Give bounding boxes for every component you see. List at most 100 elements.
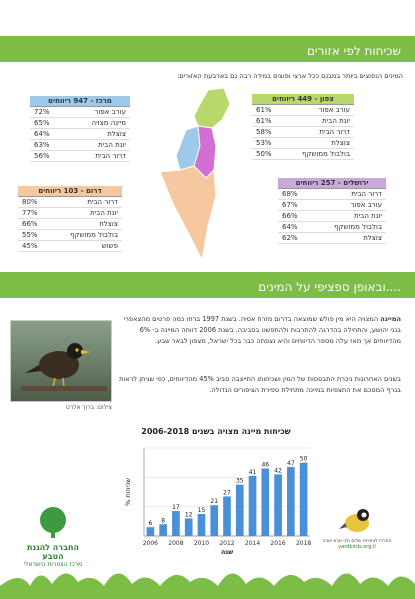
photo-credit: צילום: ברוך אלרט xyxy=(65,404,112,411)
region-species-name: מיינה מצויה xyxy=(65,117,130,129)
region-species-name: בולבול ממושקף xyxy=(48,229,122,241)
region-table-row: 66% יונת הבית xyxy=(278,210,386,222)
region-species-name: צוצלת xyxy=(282,137,354,149)
grass-footer-decoration xyxy=(0,573,415,599)
region-table-row: 80% דרור הבית xyxy=(18,196,122,208)
region-table-row: 55% בולבול ממושקף xyxy=(18,229,122,241)
region-species-pct: 45% xyxy=(18,240,49,252)
region-table-header: צפון - 449 ריווחים xyxy=(252,94,354,105)
chart-bar xyxy=(223,496,231,536)
region-species-pct: 62% xyxy=(278,232,310,244)
region-table-row: 67% עורב אפור xyxy=(278,199,386,211)
yardbirds-logo: המרכז לצפרות שלום ולגי סבא יטבה yardbird… xyxy=(317,505,397,550)
region-species-name: דרור הבית xyxy=(48,196,122,208)
tree-logo-icon xyxy=(40,507,66,538)
region-species-pct: 61% xyxy=(252,115,283,127)
region-table-header: מרכז - 947 ריווחים xyxy=(30,96,130,107)
region-species-pct: 61% xyxy=(252,104,283,116)
region-table-row: 58% דרור הבית xyxy=(252,126,354,138)
chart-bar xyxy=(210,505,219,536)
chart-data-label: 21 xyxy=(210,498,218,505)
region-species-pct: 68% xyxy=(278,188,310,200)
region-species-name: יונת הבית xyxy=(282,115,354,127)
chart-data-label: 41 xyxy=(249,469,257,476)
region-species-pct: 77% xyxy=(18,207,49,219)
chart-bar xyxy=(235,484,244,536)
region-table-row: 56% דרור הבית xyxy=(30,150,130,162)
chart-data-label: 35 xyxy=(236,478,244,485)
tit-bird-logo-icon xyxy=(339,509,369,532)
region-table-row: 77% יונת הבית xyxy=(18,207,122,219)
chart-data-label: 46 xyxy=(261,462,269,469)
region-table-row: 64% בולבול ממושקף xyxy=(278,221,386,233)
region-table-row: 65% מיינה מצויה xyxy=(30,117,130,129)
yardbirds-logo-name: המרכז לצפרות שלום ולגי סבא יטבה xyxy=(322,539,392,544)
intro-text: המינים הנפוצים ביותר במבנם ככל ארצי ופוצ… xyxy=(177,72,403,80)
chart-x-tick-label: 2008 xyxy=(168,540,183,547)
chart-x-tick-label: 2006 xyxy=(143,540,158,547)
region-species-name: יונת הבית xyxy=(310,210,386,222)
region-species-name: עורב אפור xyxy=(65,106,130,118)
region-table-row: 61% יונת הבית xyxy=(252,115,354,127)
species-name-lead: המיינה xyxy=(380,315,401,323)
region-table-row: 72% עורב אפור xyxy=(30,106,130,118)
region-species-pct: 63% xyxy=(30,139,66,151)
chart-bar xyxy=(287,467,295,536)
region-species-name: דרור הבית xyxy=(310,188,386,200)
region-species-name: צוצלת xyxy=(310,232,386,244)
chart-bar xyxy=(172,511,180,536)
region-species-name: בולבול ממושקף xyxy=(282,148,354,160)
chart-data-label: 6 xyxy=(148,520,152,527)
region-table-north: צפון - 449 ריווחים 61% עורב אפור 61% יונת הב… xyxy=(252,94,354,160)
region-species-name: יונת הבית xyxy=(65,139,130,151)
region-table-row: 66% צוצלת xyxy=(18,218,122,230)
region-species-pct: 64% xyxy=(278,221,310,233)
chart-x-tick-label: 2010 xyxy=(194,540,209,547)
chart-title: שכיחות מיינה מצויה בשנים 2006-2018 xyxy=(141,427,291,436)
region-species-name: דרור הבית xyxy=(65,150,130,162)
region-species-name: צוצלת xyxy=(48,218,122,230)
chart-bar xyxy=(159,524,167,536)
region-species-pct: 56% xyxy=(30,150,66,162)
chart-data-label: 27 xyxy=(223,489,231,496)
chart-data-label: 8 xyxy=(161,517,165,524)
region-table-row: 45% פשוש xyxy=(18,240,122,252)
chart-bar xyxy=(184,518,193,536)
chart-x-tick-label: 2012 xyxy=(219,540,234,547)
species-section-band: ובאופן ספציפי על המינים.... xyxy=(0,272,415,298)
chart-data-label: 15 xyxy=(198,507,206,514)
map-region-north xyxy=(193,87,231,129)
chart-bar xyxy=(274,474,282,536)
chart-data-label: 47 xyxy=(287,460,295,467)
chart-bar xyxy=(299,462,308,536)
chart-x-tick-label: 2014 xyxy=(245,540,260,547)
region-table-center: מרכז - 947 ריווחים 72% עורב אפור 65% מיינה מ… xyxy=(30,96,130,162)
myna-frequency-chart: 6 8 17 12 15 21 27 35 41 46 42 47 50 2006 2008 2010 2012… xyxy=(124,447,311,556)
region-species-name: יונת הבית xyxy=(48,207,122,219)
species-paragraph-2: בשנים האחרונות ניכרת התבססות של המין ושכ… xyxy=(119,375,401,394)
region-species-pct: 65% xyxy=(30,117,66,129)
region-species-pct: 66% xyxy=(18,218,49,230)
chart-bar xyxy=(146,527,155,536)
chart-bar xyxy=(197,514,206,536)
spni-logo: החברה להגנת הטבע מרכז הצפרות הישראלי xyxy=(18,505,88,568)
spni-logo-name: החברה להגנת הטבע xyxy=(27,543,79,561)
region-species-pct: 58% xyxy=(252,126,283,138)
region-table-row: 50% בולבול ממושקף xyxy=(252,148,354,160)
region-species-pct: 55% xyxy=(18,229,49,241)
region-table-row: 63% יונת הבית xyxy=(30,139,130,151)
chart-x-axis-label: שנה xyxy=(221,548,233,556)
region-table-header: ירושלים - 257 ריווחים xyxy=(278,178,386,189)
region-species-pct: 67% xyxy=(278,199,310,211)
myna-photo xyxy=(10,320,112,402)
species-paragraph-1-text: המצויה היא מין פולש שמוצאה בדרום מזרח אס… xyxy=(123,315,401,345)
region-table-row: 61% עורב אפור xyxy=(252,104,354,116)
region-table-row: 68% דרור הבית xyxy=(278,188,386,200)
chart-bar xyxy=(261,468,270,536)
chart-bar xyxy=(248,475,257,536)
region-table-header: דרום - 103 ריווחים xyxy=(18,186,122,197)
region-species-name: פשוש xyxy=(48,240,122,252)
chart-x-tick-label: 2016 xyxy=(270,540,285,547)
regions-section-band: שכיחות לפי אזורים xyxy=(0,36,415,62)
region-species-pct: 53% xyxy=(252,137,283,149)
